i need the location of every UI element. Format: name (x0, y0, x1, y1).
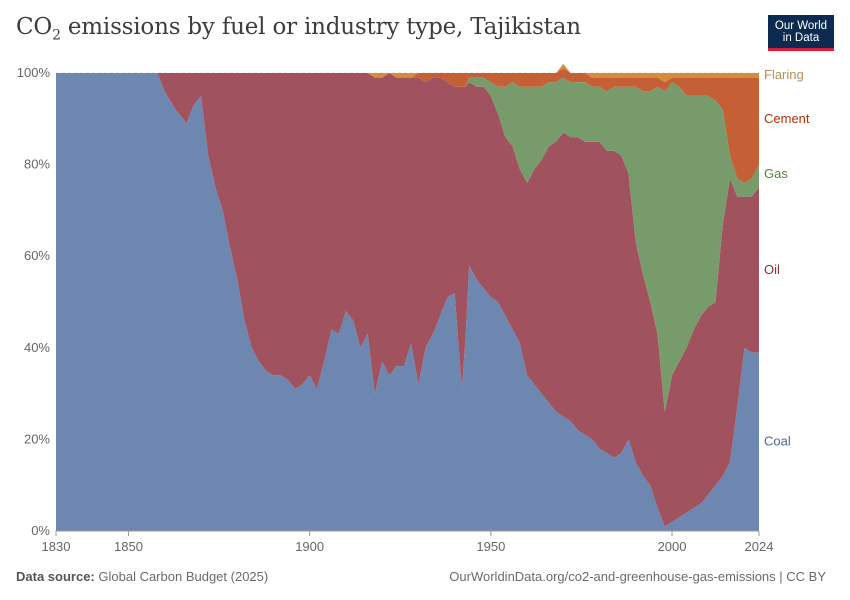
y-tick-label: 0% (31, 523, 50, 538)
x-tick-label: 1850 (114, 539, 143, 554)
area-cement (56, 68, 759, 183)
series-labels: Coal Oil Gas Cement Flaring (764, 67, 810, 449)
source-url[interactable]: OurWorldinData.org/co2-and-greenhouse-ga… (449, 569, 826, 584)
axes: 0% 20% 40% 60% 80% 100% 1830 1850 1900 1950 2000 20… (17, 65, 774, 554)
label-flaring: Flaring (764, 67, 804, 82)
area-gas (56, 73, 759, 412)
label-gas: Gas (764, 166, 788, 181)
x-tick-label: 1950 (476, 539, 505, 554)
area-oil (56, 73, 759, 527)
chart-title: CO2 emissions by fuel or industry type, … (16, 14, 581, 44)
x-tick-label: 2000 (658, 539, 687, 554)
y-tick-label: 20% (24, 431, 50, 446)
x-tick-label: 2024 (745, 539, 774, 554)
label-cement: Cement (764, 111, 810, 126)
data-source: Data source: Global Carbon Budget (2025) (16, 569, 269, 584)
logo-line-2: in Data (782, 32, 820, 44)
logo-line-1: Our World (774, 20, 828, 32)
y-tick-label: 80% (24, 157, 50, 172)
label-coal: Coal (764, 434, 791, 449)
y-tick-label: 100% (17, 65, 51, 80)
area-flaring (56, 63, 759, 83)
area-series (56, 63, 759, 531)
y-tick-label: 60% (24, 248, 50, 263)
area-coal (56, 73, 759, 531)
owid-logo[interactable]: Our World in Data (768, 15, 834, 51)
y-tick-label: 40% (24, 340, 50, 355)
label-oil: Oil (764, 262, 780, 277)
x-tick-label: 1900 (295, 539, 324, 554)
x-tick-label: 1830 (42, 539, 71, 554)
